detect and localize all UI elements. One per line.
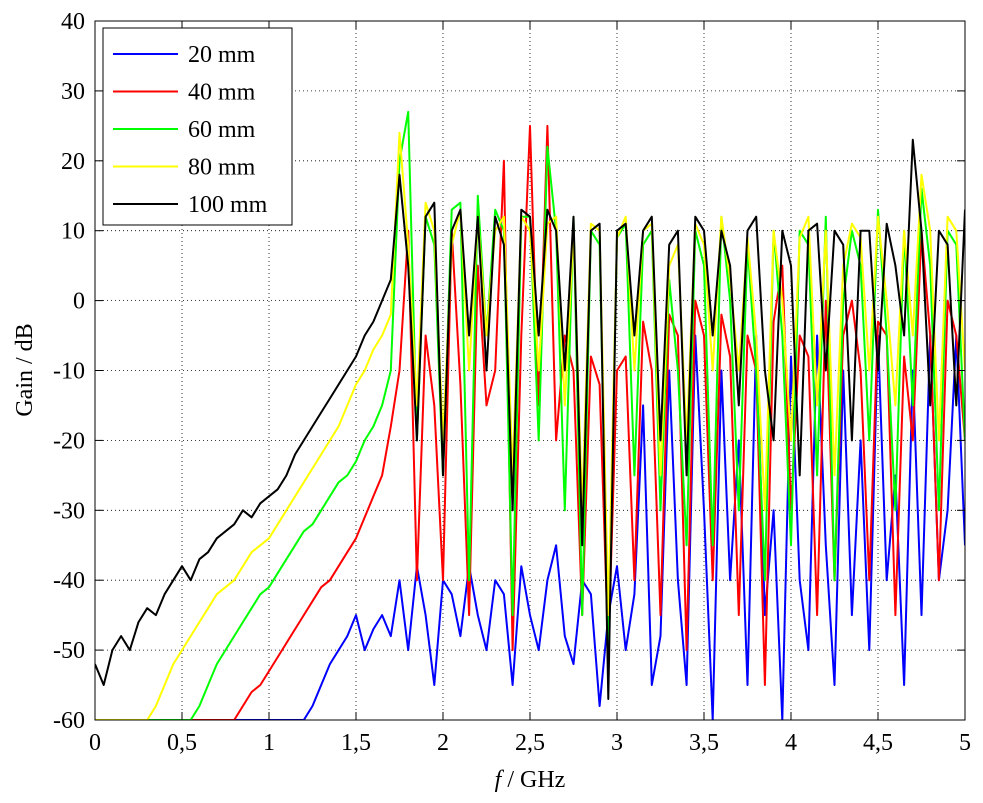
legend-label: 40 mm [188, 80, 256, 106]
y-tick-label: 20 [61, 149, 85, 175]
x-tick-label: 0 [89, 730, 101, 756]
legend-label: 60 mm [188, 117, 256, 143]
y-tick-label: -60 [53, 708, 85, 734]
x-tick-label: 4,5 [863, 730, 893, 756]
y-tick-label: -10 [53, 359, 85, 385]
x-tick-label: 3,5 [689, 730, 719, 756]
y-tick-label: 30 [61, 79, 85, 105]
y-tick-label: 10 [61, 219, 85, 245]
ticks: 0 0,5 1 1,5 2 2,5 3 3,5 4 4,5 5 -60 -50 -40 -30 -20 -10 0… [53, 9, 971, 756]
x-tick-label: 0,5 [167, 730, 197, 756]
x-tick-label: 1 [263, 730, 275, 756]
x-tick-label: 1,5 [341, 730, 371, 756]
y-tick-label: -30 [53, 498, 85, 524]
y-tick-label: 40 [61, 9, 85, 35]
y-axis-label: Gain / dB [12, 323, 38, 416]
y-tick-label: -40 [53, 568, 85, 594]
legend-box [102, 27, 293, 226]
x-tick-label: 4 [785, 730, 797, 756]
legend: 20 mm 40 mm 60 mm 80 mm 100 mm [102, 27, 293, 226]
series-line-80-mm [95, 131, 965, 720]
x-axis-label: f / GHz [495, 767, 566, 793]
x-tick-label: 2 [437, 730, 449, 756]
legend-label: 20 mm [188, 42, 256, 68]
x-tick-label: 3 [611, 730, 623, 756]
x-tick-label: 5 [959, 730, 971, 756]
series-line-100-mm [95, 138, 965, 700]
legend-label: 100 mm [188, 192, 268, 218]
y-tick-label: 0 [73, 289, 85, 315]
x-tick-label: 2,5 [515, 730, 545, 756]
y-tick-label: -50 [53, 638, 85, 664]
series-group [95, 110, 965, 720]
series-line-40-mm [95, 124, 965, 720]
y-tick-label: -20 [53, 428, 85, 454]
legend-label: 80 mm [188, 155, 256, 181]
